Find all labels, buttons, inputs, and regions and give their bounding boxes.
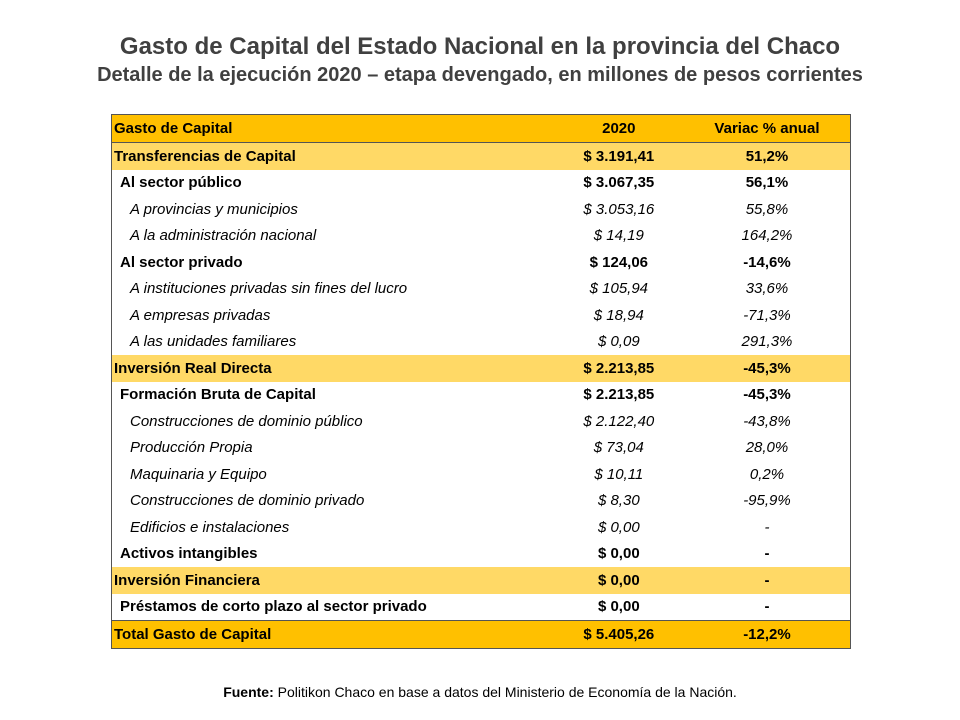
row-change: 56,1% (745, 174, 789, 192)
row-change: -45,3% (683, 355, 851, 382)
row-value-2020: $ 105,94 (589, 280, 649, 298)
row-value-2020: $ 0,00 (553, 567, 684, 594)
table-row: Inversión Financiera $ 0,00- (111, 567, 851, 594)
row-change: 55,8% (745, 200, 789, 218)
row-label: Formación Bruta de Capital (120, 386, 316, 404)
row-value-2020: $ 2.213,85 (553, 355, 684, 382)
table-row: Construcciones de dominio privado $ 8,30 -… (112, 488, 851, 515)
row-value-2020: $ 124,06 (589, 253, 649, 271)
table-row: Total Gasto de Capital $ 5.405,26 -12,2% (111, 620, 851, 648)
row-change: -14,6% (743, 253, 791, 271)
row-change: 28,0% (745, 439, 789, 457)
row-value-2020: $ 0,00 (597, 545, 640, 563)
row-label: A la administración nacional (130, 227, 317, 245)
row-change: 33,6% (745, 280, 789, 298)
table-row: Al sector público $ 3.067,35 56,1% (112, 170, 851, 197)
table-row: Activos intangibles $ 0,00 - (112, 541, 851, 568)
row-change: 164,2% (741, 227, 793, 245)
page-title: Gasto de Capital del Estado Nacional en … (119, 33, 841, 60)
table-row: Préstamos de corto plazo al sector priva… (112, 594, 851, 621)
table-row: Transferencias de Capital $ 3.191,41 51,2% (111, 142, 851, 170)
row-change: -71,3% (743, 306, 791, 324)
row-value-2020: $ 0,00 (597, 518, 640, 536)
row-value-2020: $ 0,09 (597, 333, 640, 351)
source-note: Fuente: Politikon Chaco en base a datos … (0, 684, 960, 700)
table-row: Producción Propia $ 73,04 28,0% (112, 435, 851, 462)
row-label: A empresas privadas (130, 306, 271, 324)
row-label: Transferencias de Capital (111, 142, 554, 170)
row-value-2020: $ 3.067,35 (583, 174, 655, 192)
row-label: Inversión Financiera (111, 567, 554, 594)
table-row: Maquinaria y Equipo $ 10,11 0,2% (112, 461, 851, 488)
table-row: Formación Bruta de Capital $ 2.213,85 -45,… (112, 382, 851, 409)
row-label: Producción Propia (130, 439, 253, 457)
row-change: 291,3% (741, 333, 793, 351)
row-value-2020: $ 73,04 (593, 439, 644, 457)
table-header-row: Gasto de Capital 2020 Variac % anual (111, 114, 851, 143)
row-change: -95,9% (743, 492, 791, 510)
row-value-2020: $ 8,30 (597, 492, 640, 510)
row-label: Activos intangibles (120, 545, 258, 563)
row-change: - (764, 545, 770, 563)
row-label: Construcciones de dominio privado (130, 492, 365, 510)
row-label: A provincias y municipios (130, 200, 298, 218)
capital-expenditure-table: Gasto de Capital 2020 Variac % anual Tra… (111, 114, 851, 649)
row-change: - (764, 598, 770, 616)
row-change: -45,3% (743, 386, 791, 404)
row-value-2020: $ 3.191,41 (553, 142, 684, 170)
row-value-2020: $ 5.405,26 (553, 620, 684, 648)
source-label: Fuente: (223, 684, 274, 700)
row-label: A las unidades familiares (130, 333, 297, 351)
row-change: - (764, 518, 770, 536)
table-row: A instituciones privadas sin fines del l… (112, 276, 851, 303)
table-row: Inversión Real Directa $ 2.213,85 -45,3% (111, 355, 851, 382)
row-label: A instituciones privadas sin fines del l… (130, 280, 408, 298)
row-value-2020: $ 3.053,16 (583, 200, 655, 218)
row-value-2020: $ 0,00 (597, 598, 640, 616)
row-label: Construcciones de dominio público (130, 412, 363, 430)
table-row: A empresas privadas $ 18,94 -71,3% (112, 302, 851, 329)
row-change: - (683, 567, 851, 594)
row-label: Al sector privado (120, 253, 243, 271)
row-label: Maquinaria y Equipo (130, 465, 267, 483)
table-row: Edificios e instalaciones $ 0,00 - (112, 514, 851, 541)
column-header-2020: 2020 (553, 114, 684, 143)
row-value-2020: $ 18,94 (593, 306, 644, 324)
row-change: -12,2% (683, 620, 851, 648)
page-subtitle: Detalle de la ejecución 2020 – etapa dev… (97, 64, 863, 86)
row-label: Edificios e instalaciones (130, 518, 290, 536)
row-value-2020: $ 2.122,40 (583, 412, 655, 430)
column-header-concept: Gasto de Capital (111, 114, 554, 143)
row-change: 51,2% (683, 142, 851, 170)
table-row: A provincias y municipios $ 3.053,16 55,8% (112, 196, 851, 223)
column-header-change: Variac % anual (683, 114, 851, 143)
row-value-2020: $ 10,11 (594, 465, 644, 483)
row-value-2020: $ 2.213,85 (583, 386, 655, 404)
table-row: Al sector privado $ 124,06 -14,6% (112, 249, 851, 276)
table-row: A la administración nacional $ 14,19 164,2… (112, 223, 851, 250)
table-row: A las unidades familiares $ 0,09 291,3% (112, 329, 851, 356)
row-value-2020: $ 14,19 (593, 227, 644, 245)
table-row: Construcciones de dominio público $ 2.122… (112, 408, 851, 435)
row-label: Préstamos de corto plazo al sector priva… (120, 598, 427, 616)
row-label: Inversión Real Directa (111, 355, 554, 382)
row-change: 0,2% (749, 465, 785, 483)
row-label: Total Gasto de Capital (111, 620, 554, 648)
row-label: Al sector público (120, 174, 242, 192)
row-change: -43,8% (743, 412, 791, 430)
source-text: Politikon Chaco en base a datos del Mini… (273, 684, 737, 700)
